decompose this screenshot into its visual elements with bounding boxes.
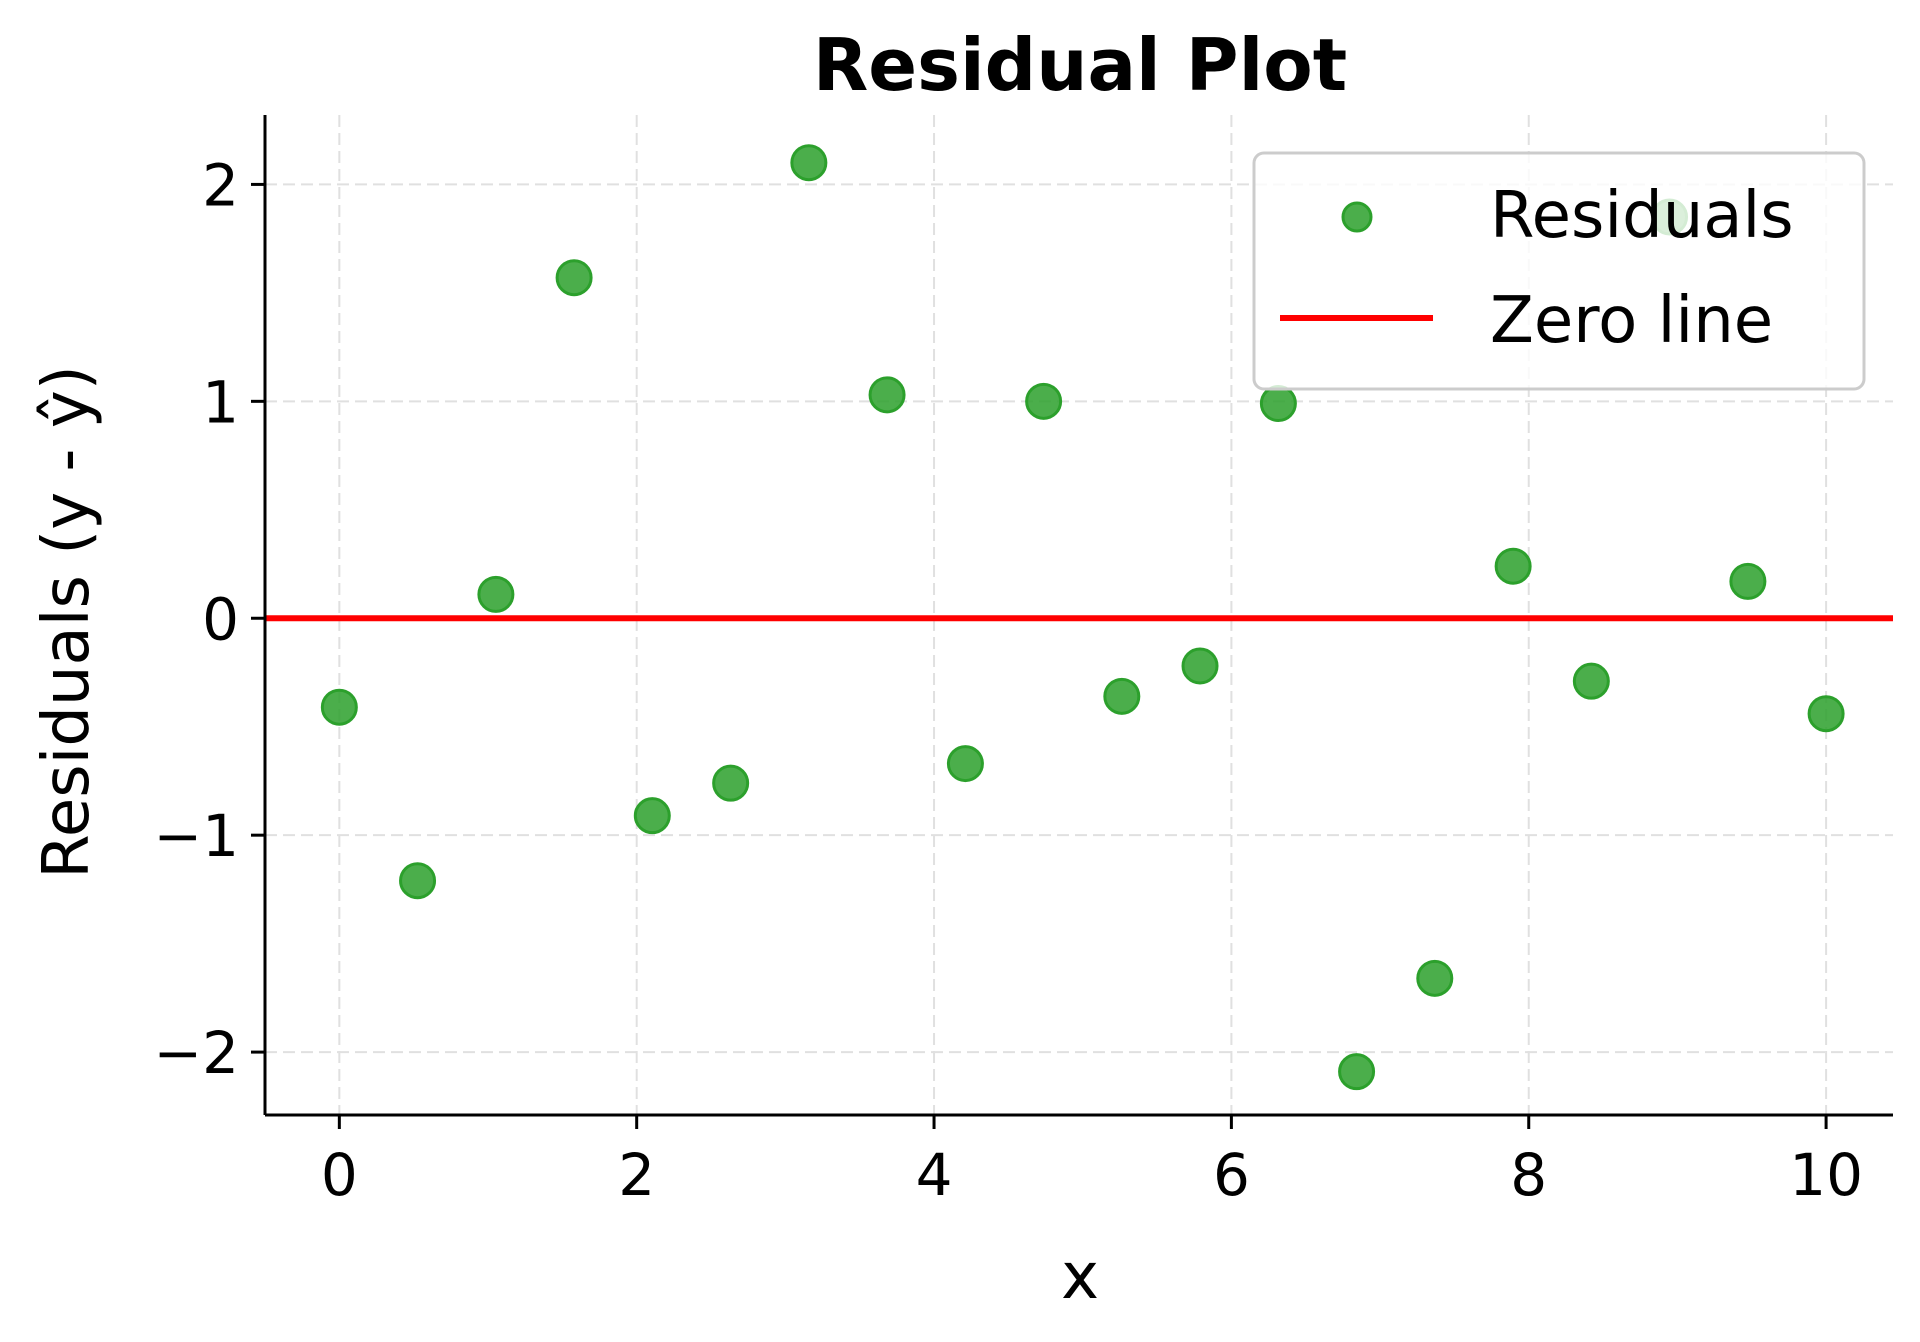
y-tick-label: 2: [202, 151, 239, 219]
data-point: [633, 797, 671, 835]
legend-label-zero-line: Zero line: [1490, 284, 1773, 358]
data-point: [320, 688, 358, 726]
data-point: [555, 259, 593, 297]
data-point: [399, 862, 437, 900]
x-tick-label: 0: [321, 1141, 358, 1209]
legend-marker-residuals-icon: [1341, 201, 1373, 233]
legend-label-residuals: Residuals: [1490, 179, 1794, 253]
x-tick-label: 4: [916, 1141, 953, 1209]
data-point: [1572, 662, 1610, 700]
axes: [263, 115, 1893, 1117]
legend: Residuals Zero line: [1252, 151, 1866, 391]
y-tick-label: −1: [154, 802, 240, 870]
x-axis-label: x: [1061, 1240, 1099, 1314]
y-tick-label: −2: [154, 1019, 240, 1087]
data-point: [868, 376, 906, 414]
data-point: [1494, 547, 1532, 585]
data-point: [1025, 382, 1063, 420]
data-point: [1338, 1053, 1376, 1091]
x-tick-label: 10: [1789, 1141, 1863, 1209]
x-tick-label: 8: [1510, 1141, 1547, 1209]
legend-box: [1252, 151, 1866, 391]
x-tick-label: 2: [618, 1141, 655, 1209]
data-point: [712, 764, 750, 802]
chart-title: Residual Plot: [813, 23, 1347, 107]
data-point: [1729, 562, 1767, 600]
data-point: [1416, 959, 1454, 997]
data-point: [790, 144, 828, 182]
data-point: [1103, 677, 1141, 715]
data-point: [946, 745, 984, 783]
y-tick-label: 0: [202, 585, 239, 653]
data-point: [1181, 647, 1219, 685]
x-tick-label: 6: [1213, 1141, 1250, 1209]
y-tick-label: 1: [202, 368, 239, 436]
y-axis-ticks: −2 −1 0 1 2: [154, 151, 265, 1087]
y-axis-label: Residuals (y - ŷ): [30, 365, 104, 878]
x-axis-ticks: 0 2 4 6 8 10: [321, 1115, 1863, 1209]
data-point: [477, 575, 515, 613]
residual-points: [320, 144, 1845, 1091]
data-point: [1259, 385, 1297, 423]
data-point: [1807, 695, 1845, 733]
